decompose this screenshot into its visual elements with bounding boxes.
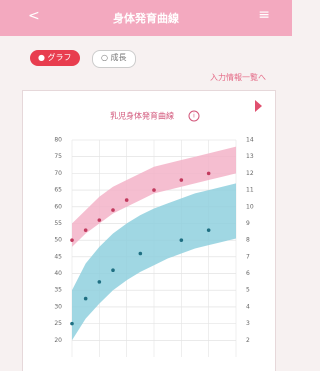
y2-tick-label: 7 — [246, 253, 250, 260]
y2-tick-label: 10 — [246, 203, 254, 210]
data-point — [207, 228, 211, 232]
chart-title: 乳児身体発育曲線 — [110, 111, 174, 121]
data-point — [207, 172, 211, 176]
y-tick-label: 80 — [54, 137, 62, 144]
data-point — [139, 252, 143, 256]
next-button[interactable] — [255, 100, 262, 112]
y2-tick-label: 4 — [246, 303, 250, 310]
y-tick-label: 55 — [54, 220, 62, 227]
y-tick-label: 20 — [54, 337, 62, 344]
y2-tick-label: 8 — [246, 237, 250, 244]
y-tick-label: 45 — [54, 253, 62, 260]
y-tick-label: 60 — [54, 203, 62, 210]
data-point — [180, 178, 184, 182]
y2-tick-label: 12 — [246, 170, 254, 177]
data-point — [70, 238, 74, 242]
info-icon-glyph: i — [193, 113, 195, 120]
y2-tick-label: 11 — [246, 187, 254, 194]
data-point — [98, 218, 102, 222]
data-point — [84, 228, 88, 232]
y-tick-label: 30 — [54, 303, 62, 310]
data-point — [98, 280, 102, 284]
y2-tick-label: 14 — [246, 137, 254, 144]
y-tick-label: 75 — [54, 153, 62, 160]
y-tick-label: 65 — [54, 187, 62, 194]
y2-tick-label: 6 — [246, 270, 250, 277]
data-point — [111, 208, 115, 212]
data-point — [70, 322, 74, 326]
y2-tick-label: 3 — [246, 320, 250, 327]
y-tick-label: 50 — [54, 237, 62, 244]
data-point — [84, 297, 88, 301]
y-tick-label: 40 — [54, 270, 62, 277]
data-point — [111, 268, 115, 272]
y2-tick-label: 13 — [246, 153, 254, 160]
y2-tick-label: 2 — [246, 337, 250, 344]
app-screen: < 身体発育曲線 ≡ ● グラフ ○ 成長 入力情報一覧へ 乳児身体発育曲線 i… — [0, 0, 292, 371]
data-point — [180, 238, 184, 242]
data-point — [152, 188, 156, 192]
y2-tick-label: 5 — [246, 287, 250, 294]
y-tick-label: 35 — [54, 287, 62, 294]
y-tick-label: 70 — [54, 170, 62, 177]
y2-tick-label: 9 — [246, 220, 250, 227]
data-point — [125, 198, 129, 202]
y-tick-label: 25 — [54, 320, 62, 327]
chart: 乳児身体発育曲線 i 80757065605550454035302520141… — [0, 0, 292, 371]
